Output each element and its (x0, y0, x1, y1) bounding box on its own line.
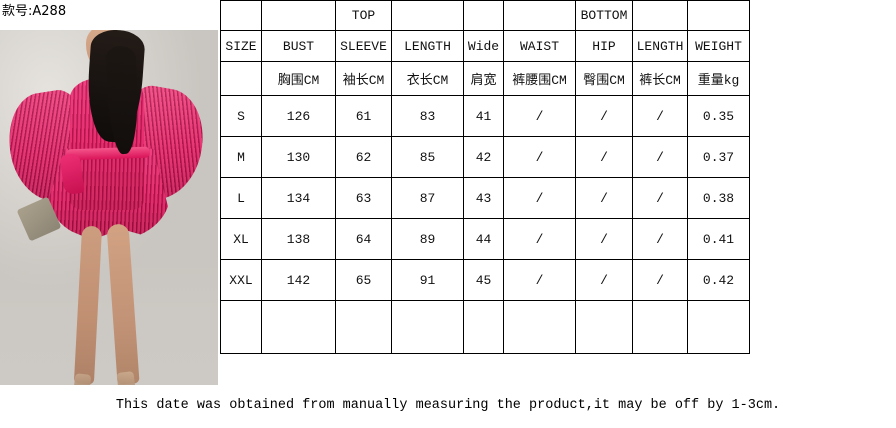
cell-sleeve: 61 (335, 95, 392, 137)
header-wide: Wide (463, 30, 504, 62)
cell-hip: / (575, 177, 633, 219)
cell-waist: / (503, 218, 576, 260)
empty-cell-bust (261, 300, 336, 354)
cell-hip: / (575, 259, 633, 301)
product-photo (0, 30, 218, 385)
group-cell-bust (261, 0, 336, 31)
table-row: M 130 62 85 42 / / / 0.37 (220, 136, 750, 178)
cell-length: 89 (391, 218, 464, 260)
cell-sleeve: 65 (335, 259, 392, 301)
cell-wide: 43 (463, 177, 504, 219)
group-cell-size (220, 0, 262, 31)
left-high-heel (72, 373, 92, 385)
cell-weight: 0.41 (687, 218, 750, 260)
header-cn-size (220, 61, 262, 96)
cell-hip: / (575, 218, 633, 260)
cell-wide: 44 (463, 218, 504, 260)
empty-cell-hip (575, 300, 633, 354)
table-row-headers-cn: 胸围CM 袖长CM 衣长CM 肩宽 裤腰围CM 臀围CM 裤长CM 重量kg (220, 61, 750, 96)
empty-cell-size (220, 300, 262, 354)
cell-weight: 0.37 (687, 136, 750, 178)
table-row-groups: TOP BOTTOM (220, 0, 750, 31)
cell-size: XXL (220, 259, 262, 301)
cell-size: S (220, 95, 262, 137)
header-waist: WAIST (503, 30, 576, 62)
empty-cell-weight (687, 300, 750, 354)
cell-hip: / (575, 95, 633, 137)
empty-cell-length (391, 300, 464, 354)
cell-pant-length: / (632, 218, 688, 260)
size-chart-table: TOP BOTTOM SIZE BUST SLEEVE LENGTH Wide … (220, 0, 750, 354)
cell-wide: 45 (463, 259, 504, 301)
group-cell-wide (463, 0, 504, 31)
header-pant-length: LENGTH (632, 30, 688, 62)
table-row: L 134 63 87 43 / / / 0.38 (220, 177, 750, 219)
cell-waist: / (503, 136, 576, 178)
empty-cell-sleeve (335, 300, 392, 354)
header-cn-weight: 重量kg (687, 61, 750, 96)
cell-length: 87 (391, 177, 464, 219)
table-row-headers-en: SIZE BUST SLEEVE LENGTH Wide WAIST HIP L… (220, 30, 750, 62)
group-cell-length (391, 0, 464, 31)
header-size: SIZE (220, 30, 262, 62)
cell-hip: / (575, 136, 633, 178)
cell-waist: / (503, 95, 576, 137)
cell-pant-length: / (632, 95, 688, 137)
header-cn-length: 衣长CM (391, 61, 464, 96)
cell-waist: / (503, 177, 576, 219)
header-cn-bust: 胸围CM (261, 61, 336, 96)
cell-wide: 42 (463, 136, 504, 178)
cell-size: L (220, 177, 262, 219)
cell-bust: 126 (261, 95, 336, 137)
table-row: XL 138 64 89 44 / / / 0.41 (220, 218, 750, 260)
empty-cell-waist (503, 300, 576, 354)
cell-bust: 130 (261, 136, 336, 178)
header-sleeve: SLEEVE (335, 30, 392, 62)
cell-bust: 134 (261, 177, 336, 219)
cell-weight: 0.38 (687, 177, 750, 219)
product-code-label: 款号:A288 (2, 4, 67, 19)
cell-size: M (220, 136, 262, 178)
group-cell-weight (687, 0, 750, 31)
cell-pant-length: / (632, 136, 688, 178)
cell-sleeve: 62 (335, 136, 392, 178)
header-weight: WEIGHT (687, 30, 750, 62)
table-row: S 126 61 83 41 / / / 0.35 (220, 95, 750, 137)
empty-cell-pant-length (632, 300, 688, 354)
cell-bust: 138 (261, 218, 336, 260)
group-label-top: TOP (335, 0, 392, 31)
cell-length: 85 (391, 136, 464, 178)
cell-weight: 0.35 (687, 95, 750, 137)
measurement-disclaimer: This date was obtained from manually mea… (115, 398, 781, 413)
header-length: LENGTH (391, 30, 464, 62)
empty-cell-wide (463, 300, 504, 354)
cell-sleeve: 64 (335, 218, 392, 260)
cell-weight: 0.42 (687, 259, 750, 301)
cell-length: 91 (391, 259, 464, 301)
table-row-empty (220, 300, 750, 354)
header-cn-waist: 裤腰围CM (503, 61, 576, 96)
cell-pant-length: / (632, 177, 688, 219)
cell-wide: 41 (463, 95, 504, 137)
right-high-heel (116, 371, 137, 385)
header-hip: HIP (575, 30, 633, 62)
header-cn-hip: 臀围CM (575, 61, 633, 96)
cell-waist: / (503, 259, 576, 301)
group-cell-length2 (632, 0, 688, 31)
photo-floor (0, 264, 218, 385)
header-bust: BUST (261, 30, 336, 62)
cell-size: XL (220, 218, 262, 260)
group-label-bottom: BOTTOM (575, 0, 633, 31)
cell-pant-length: / (632, 259, 688, 301)
header-cn-wide: 肩宽 (463, 61, 504, 96)
header-cn-pant-length: 裤长CM (632, 61, 688, 96)
table-row: XXL 142 65 91 45 / / / 0.42 (220, 259, 750, 301)
cell-bust: 142 (261, 259, 336, 301)
cell-sleeve: 63 (335, 177, 392, 219)
header-cn-sleeve: 袖长CM (335, 61, 392, 96)
group-cell-waist (503, 0, 576, 31)
cell-length: 83 (391, 95, 464, 137)
